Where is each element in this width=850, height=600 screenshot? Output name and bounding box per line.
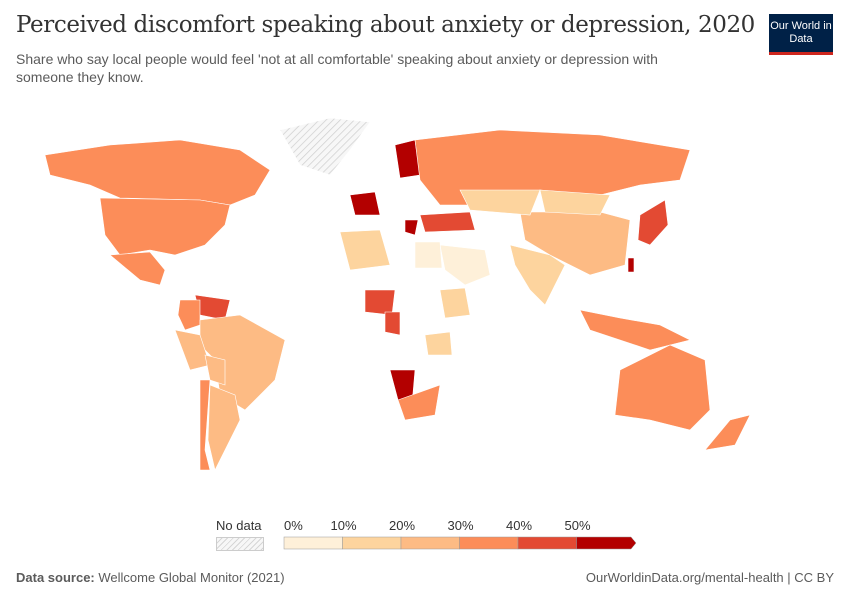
country-south-africa[interactable]: [397, 384, 441, 421]
legend-tick-label: 20%: [389, 518, 416, 533]
country-ethiopia[interactable]: [439, 287, 471, 319]
world-map[interactable]: [0, 100, 850, 520]
country-mexico[interactable]: [109, 251, 166, 286]
legend-no-data-swatch: [216, 537, 264, 551]
legend-color-bar: [283, 536, 637, 550]
country-algeria[interactable]: [339, 229, 391, 271]
country-bolivia[interactable]: [204, 354, 226, 386]
legend-bin-0[interactable]: [283, 536, 343, 550]
legend-bin-5[interactable]: [576, 536, 637, 550]
country-greenland[interactable]: [279, 117, 371, 176]
legend-bin-2[interactable]: [400, 536, 460, 550]
country-united-states[interactable]: [99, 197, 231, 256]
legend-tick-label: 30%: [447, 518, 474, 533]
country-india[interactable]: [509, 244, 566, 306]
legend-bin-3[interactable]: [459, 536, 519, 550]
chart-subtitle: Share who say local people would feel 'n…: [16, 51, 658, 85]
country-tanzania[interactable]: [424, 331, 453, 356]
legend-tick-label: 0%: [284, 518, 303, 533]
owid-logo[interactable]: Our World in Data: [769, 14, 833, 55]
country-mongolia[interactable]: [539, 189, 611, 216]
country-indonesia[interactable]: [579, 309, 691, 351]
country-china[interactable]: [519, 211, 631, 276]
country-japan[interactable]: [637, 199, 669, 246]
source-text: Wellcome Global Monitor (2021): [98, 570, 285, 585]
country-russia[interactable]: [414, 129, 691, 206]
source-label: Data source:: [16, 570, 95, 585]
country-france[interactable]: [349, 191, 381, 216]
country-nigeria[interactable]: [364, 289, 396, 316]
country-argentina[interactable]: [207, 384, 241, 471]
country-canada[interactable]: [44, 139, 271, 206]
country-kazakhstan[interactable]: [459, 189, 541, 216]
country-cameroon[interactable]: [384, 311, 401, 336]
data-source: Data source: Wellcome Global Monitor (20…: [16, 570, 285, 585]
country-saudi-arabia[interactable]: [439, 244, 491, 286]
legend-bin-1[interactable]: [342, 536, 402, 550]
country-turkey[interactable]: [419, 211, 476, 233]
country-taiwan[interactable]: [627, 257, 635, 273]
legend-tick-label: 10%: [330, 518, 357, 533]
country-greece[interactable]: [404, 219, 419, 236]
legend-no-data-label: No data: [216, 518, 262, 533]
country-australia[interactable]: [614, 344, 711, 431]
country-colombia[interactable]: [177, 299, 201, 331]
country-egypt[interactable]: [414, 241, 443, 269]
country-new-zealand[interactable]: [704, 414, 751, 451]
legend-tick-label: 40%: [506, 518, 533, 533]
legend-bin-4[interactable]: [517, 536, 577, 550]
chart-title: Perceived discomfort speaking about anxi…: [16, 12, 755, 38]
legend-tick-label: 50%: [564, 518, 591, 533]
footer-url[interactable]: OurWorldinData.org/mental-health | CC BY: [585, 570, 834, 585]
country-chile[interactable]: [199, 379, 211, 471]
